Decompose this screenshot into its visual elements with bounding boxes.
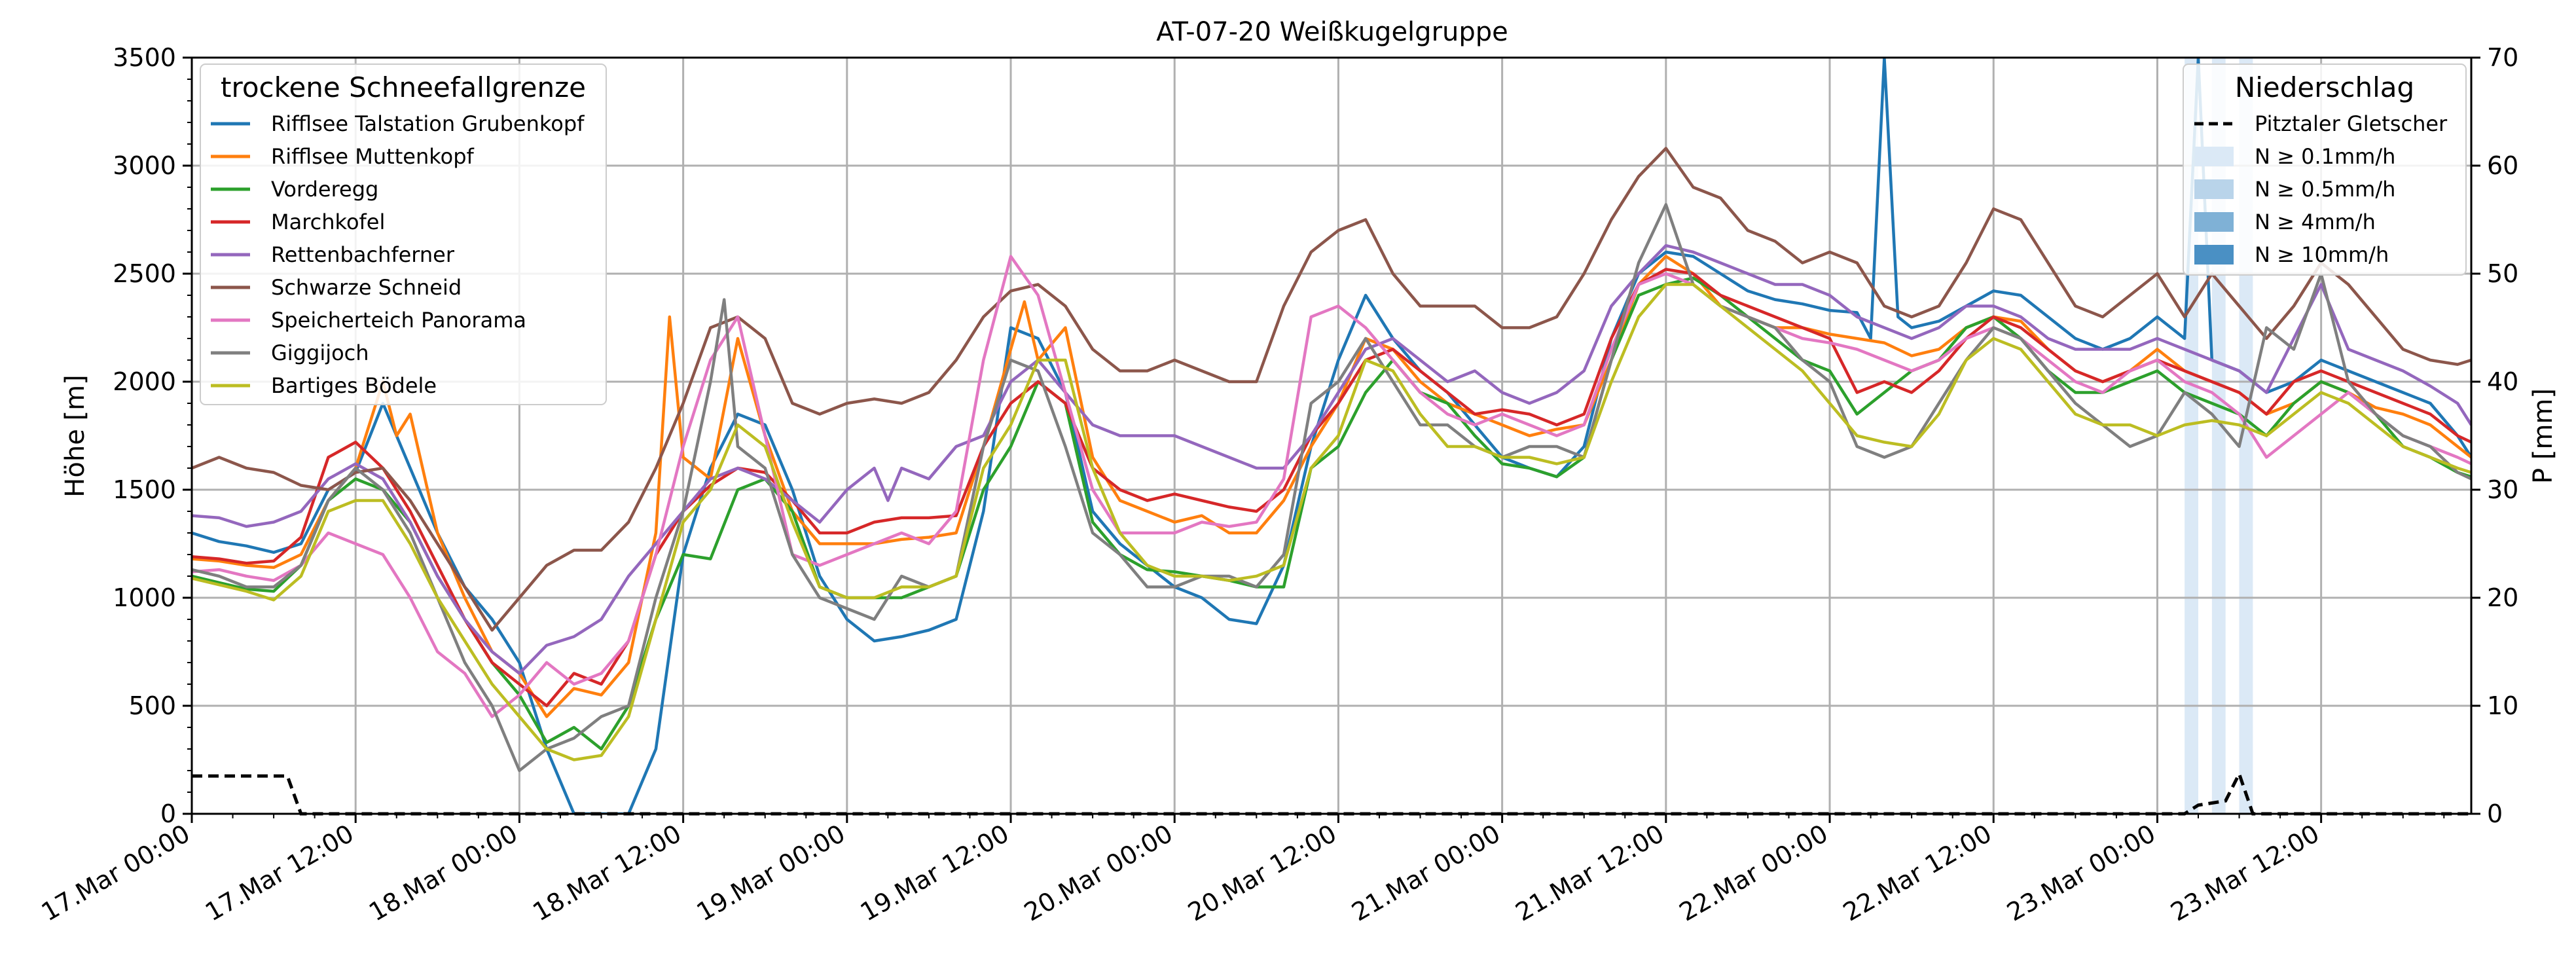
y2-tick-label-6: 60 [2487, 151, 2518, 180]
y2-tick-label-0: 0 [2487, 799, 2503, 828]
y-axis-right: 0 10 20 30 40 50 60 70 [2471, 43, 2518, 828]
legend-label-5: Schwarze Schneid [271, 275, 462, 300]
y2-tick-label-2: 20 [2487, 583, 2518, 612]
precip-line-layer [192, 769, 2471, 816]
y2-tick-label-7: 70 [2487, 43, 2518, 72]
series-line-4 [192, 244, 2471, 675]
plot-frame [190, 56, 2473, 815]
legend-band-label-3: N ≥ 10mm/h [2255, 242, 2389, 267]
legend-stations-items: Rifflsee Talstation Grubenkopf Rifflsee M… [211, 111, 585, 398]
legend-band-swatch-3 [2194, 245, 2234, 265]
legend-band-swatch-0 [2194, 147, 2234, 166]
series-line-7 [192, 203, 2471, 773]
y2-axis-title: P [mm] [2528, 388, 2558, 484]
legend-label-2: Vorderegg [271, 177, 378, 202]
y-tick-label-3: 1500 [113, 475, 176, 504]
series-line-0 [192, 58, 2471, 814]
legend-label-7: Giggijoch [271, 340, 369, 365]
y2-tick-label-4: 40 [2487, 367, 2518, 396]
legend-label-6: Speicherteich Panorama [271, 308, 526, 333]
legend-band-label-0: N ≥ 0.1mm/h [2255, 144, 2395, 169]
legend-stations: trockene Schneefallgrenze Rifflsee Talst… [200, 64, 607, 405]
legend-precipitation-items: N ≥ 0.1mm/h N ≥ 0.5mm/h N ≥ 4mm/h N ≥ 10mm/… [2194, 144, 2395, 267]
y-tick-label-7: 3500 [113, 43, 176, 72]
series-line-3 [192, 268, 2471, 708]
y2-tick-label-3: 30 [2487, 475, 2518, 504]
y-axis-left: 0 500 1000 1500 2000 2500 3000 3500 [113, 43, 192, 828]
y-tick-label-4: 2000 [113, 367, 176, 396]
legend-precipitation-title: Niederschlag [2235, 71, 2414, 103]
y2-tick-label-1: 10 [2487, 691, 2518, 720]
legend-label-0: Rifflsee Talstation Grubenkopf [271, 111, 585, 136]
y-tick-label-1: 500 [128, 691, 176, 720]
legend-band-swatch-2 [2194, 212, 2234, 232]
series-lines [192, 58, 2471, 814]
legend-band-swatch-1 [2194, 179, 2234, 199]
legend-label-8: Bartiges Bödele [271, 373, 437, 398]
y-tick-label-6: 3000 [113, 151, 176, 180]
precip-line [192, 769, 2471, 816]
legend-band-label-1: N ≥ 0.5mm/h [2255, 177, 2395, 202]
legend-band-label-2: N ≥ 4mm/h [2255, 210, 2376, 234]
legend-label-1: Rifflsee Muttenkopf [271, 144, 475, 169]
legend-precipitation: Niederschlag Pitztaler Gletscher N ≥ 0.1… [2183, 64, 2467, 276]
y-tick-label-2: 1000 [113, 583, 176, 612]
legend-stations-title: trockene Schneefallgrenze [221, 71, 586, 103]
series-line-6 [192, 255, 2471, 718]
y-tick-label-5: 2500 [113, 259, 176, 288]
y2-tick-label-5: 50 [2487, 259, 2518, 288]
y-tick-label-0: 0 [160, 799, 176, 828]
chart-title: AT-07-20 Weißkugelgruppe [1156, 17, 1508, 47]
legend-stations-box [200, 64, 607, 405]
series-line-5 [192, 147, 2471, 632]
series-line-8 [192, 283, 2471, 761]
y-axis-title: Höhe [m] [60, 374, 90, 497]
legend-label-4: Rettenbachferner [271, 242, 455, 267]
legend-precip-line-label: Pitztaler Gletscher [2255, 111, 2448, 136]
legend-label-3: Marchkofel [271, 210, 385, 234]
legend-precipitation-box [2183, 64, 2467, 276]
